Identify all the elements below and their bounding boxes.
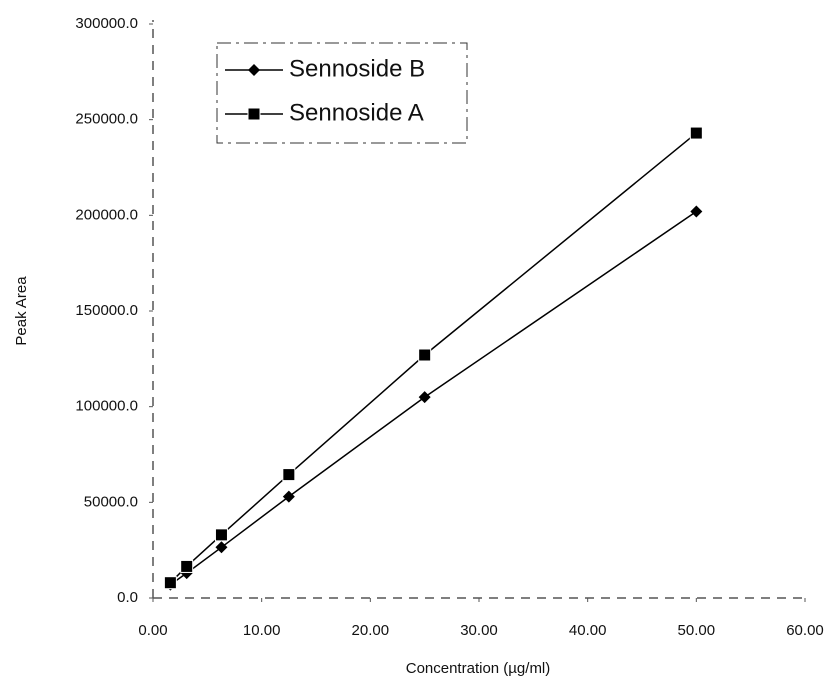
data-point xyxy=(689,126,703,140)
y-tick-label: 300000.0 xyxy=(75,15,138,32)
y-tick-label: 150000.0 xyxy=(75,302,138,319)
legend-marker xyxy=(247,107,261,121)
x-tick-label: 50.00 xyxy=(678,622,716,639)
data-point xyxy=(282,490,295,503)
y-tick-label: 0.0 xyxy=(117,589,138,606)
data-point xyxy=(282,468,296,482)
x-axis-title: Concentration (µg/ml) xyxy=(406,660,551,677)
x-tick-label: 0.00 xyxy=(138,622,167,639)
data-point xyxy=(418,391,431,404)
x-tick-label: 10.00 xyxy=(243,622,281,639)
x-tick-label: 30.00 xyxy=(460,622,498,639)
x-tick-label: 60.00 xyxy=(786,622,824,639)
series-line xyxy=(169,210,697,586)
y-axis-title: Peak Area xyxy=(13,276,30,346)
data-point xyxy=(214,528,228,542)
data-point xyxy=(690,205,703,218)
data-point xyxy=(418,348,432,362)
data-point xyxy=(180,559,194,573)
y-tick-label: 250000.0 xyxy=(75,111,138,128)
y-tick-label: 50000.0 xyxy=(84,493,138,510)
legend-label: Sennoside A xyxy=(289,99,424,126)
legend-box xyxy=(216,42,468,144)
legend-label: Sennoside B xyxy=(289,55,425,82)
data-point xyxy=(163,576,177,590)
legend-marker xyxy=(248,64,260,76)
y-tick-label: 100000.0 xyxy=(75,398,138,415)
x-tick-label: 20.00 xyxy=(352,622,390,639)
series-line xyxy=(169,132,697,584)
y-tick-label: 200000.0 xyxy=(75,206,138,223)
x-tick-label: 40.00 xyxy=(569,622,607,639)
data-point xyxy=(215,541,228,554)
